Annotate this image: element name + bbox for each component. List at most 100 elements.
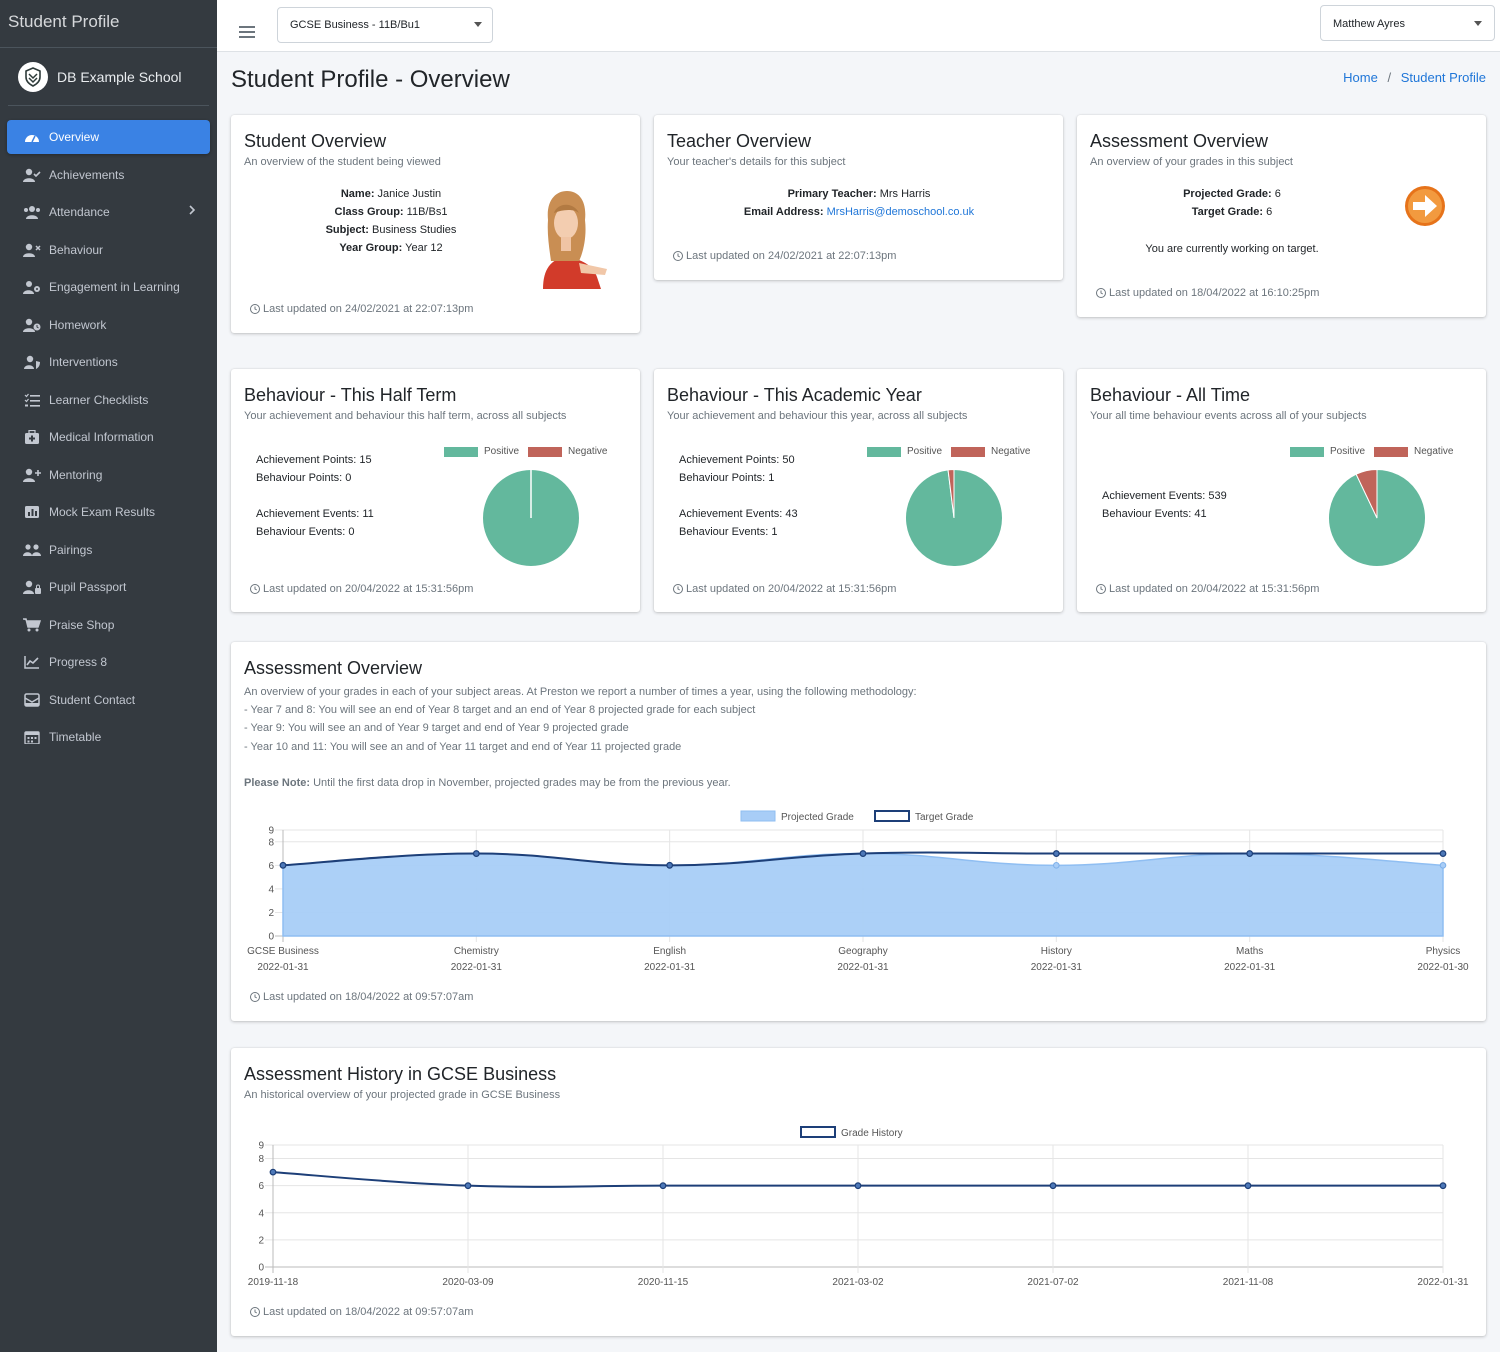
history-icon [1096, 584, 1106, 594]
y-tick-label: 0 [258, 1263, 264, 1274]
behaviour-stats: Achievement Events: 539 Behaviour Events:… [1102, 487, 1227, 523]
breadcrumb: Home / Student Profile [1343, 70, 1486, 85]
sidebar-nav: Overview Achievements Attendance Behaviour E… [0, 120, 217, 754]
mail-bulk-icon [22, 692, 42, 707]
last-updated-text: Last updated on 20/04/2022 at 15:31:56pm [263, 583, 474, 595]
last-updated-text: Last updated on 20/04/2022 at 15:31:56pm [686, 583, 897, 595]
x-tick-label: 2019-11-18 [248, 1277, 299, 1288]
history-icon [673, 251, 683, 261]
data-point [859, 850, 867, 857]
last-updated: Last updated on 18/04/2022 at 09:57:07am [249, 991, 473, 1003]
last-updated-text: Last updated on 18/04/2022 at 16:10:25pm [1109, 287, 1320, 299]
legend-swatch-negative [1374, 446, 1409, 457]
sidebar-item-achievements[interactable]: Achievements [7, 158, 210, 192]
behaviour-card: Behaviour - This Academic Year Your achi… [654, 369, 1063, 612]
legend-swatch [874, 810, 910, 822]
data-point [1049, 1182, 1057, 1190]
year-label: Year Group: [339, 242, 403, 254]
x-tick-label: 2021-07-02 [1027, 1277, 1079, 1288]
x-tick-label: 2022-01-31 [451, 962, 503, 973]
sidebar-item-behaviour[interactable]: Behaviour [7, 233, 210, 267]
card-subtitle: Your all time behaviour events across al… [1090, 410, 1367, 422]
sidebar-item-timetable[interactable]: Timetable [7, 720, 210, 754]
last-updated: Last updated on 18/04/2022 at 16:10:25pm [1095, 287, 1319, 299]
sidebar-item-label: Pupil Passport [49, 580, 127, 594]
sidebar-item-homework[interactable]: Homework [7, 308, 210, 342]
x-tick-label: 2022-01-30 [1417, 962, 1469, 973]
calendar-icon [22, 730, 42, 744]
behaviour-card: Behaviour - All Time Your all time behav… [1077, 369, 1486, 612]
sidebar-item-medical-information[interactable]: Medical Information [7, 420, 210, 454]
breadcrumb-home[interactable]: Home [1343, 70, 1378, 85]
data-point [666, 861, 674, 869]
sidebar-item-praise-shop[interactable]: Praise Shop [7, 608, 210, 642]
sidebar-item-pupil-passport[interactable]: Pupil Passport [7, 570, 210, 604]
please-note: Please Note: Until the first data drop i… [244, 774, 917, 792]
class-select[interactable]: GCSE Business - 11B/Bu1 [277, 7, 493, 43]
school-name: DB Example School [57, 68, 182, 85]
sidebar-item-engagement-in-learning[interactable]: Engagement in Learning [7, 270, 210, 304]
card-title: Assessment Overview [244, 658, 423, 678]
legend-label: Grade History [841, 1128, 903, 1139]
card-subtitle: An overview of the student being viewed [244, 156, 441, 168]
breadcrumb-current[interactable]: Student Profile [1400, 70, 1486, 85]
sidebar-item-mentoring[interactable]: Mentoring [7, 458, 210, 492]
sidebar-item-pairings[interactable]: Pairings [7, 533, 210, 567]
behaviour-stat [256, 487, 374, 505]
sidebar-item-label: Interventions [49, 355, 118, 369]
sidebar-item-label: Mock Exam Results [49, 505, 156, 519]
user-times-icon [22, 243, 42, 257]
brand-title[interactable]: Student Profile [0, 0, 217, 48]
y-tick-label: 9 [258, 1141, 264, 1152]
menu-toggle-icon[interactable] [239, 26, 255, 41]
sidebar-item-interventions[interactable]: Interventions [7, 345, 210, 379]
sidebar-item-overview[interactable]: Overview [7, 120, 210, 154]
email-label: Email Address: [743, 206, 824, 218]
x-tick-label: 2022-01-31 [1417, 1277, 1469, 1288]
student-name: Janice Justin [377, 188, 442, 200]
history-icon [250, 304, 260, 314]
data-point [279, 861, 287, 869]
methodology-line: - Year 7 and 8: You will see an end of Y… [244, 704, 756, 717]
methodology-line: - Year 10 and 11: You will see an and of… [244, 740, 682, 753]
data-point [1244, 1182, 1252, 1190]
sidebar-item-mock-exam-results[interactable]: Mock Exam Results [7, 495, 210, 529]
user-select-value: Matthew Ayres [1333, 18, 1405, 30]
sidebar-item-label: Overview [49, 130, 100, 144]
sidebar-item-label: Timetable [49, 730, 102, 744]
sidebar-item-attendance[interactable]: Attendance [7, 195, 210, 229]
legend-swatch-positive [1290, 446, 1324, 457]
card-title: Student Overview [244, 131, 387, 151]
x-tick-label: 2022-01-31 [1031, 962, 1083, 973]
last-updated: Last updated on 24/02/2021 at 22:07:13pm [672, 250, 896, 262]
chart-legend: Grade History [800, 1126, 903, 1139]
projected-grade-label: Projected Grade: [1183, 188, 1272, 200]
sidebar-item-learner-checklists[interactable]: Learner Checklists [7, 383, 210, 417]
methodology-line: An overview of your grades in each of yo… [244, 686, 917, 698]
teacher-email-link[interactable]: MrsHarris@demoschool.co.uk [826, 206, 975, 218]
pie-slice-negative [947, 468, 955, 519]
student-overview-card: Student Overview An overview of the stud… [231, 115, 640, 333]
dashboard-icon [22, 130, 42, 144]
note-label: Please Note: [244, 776, 311, 789]
legend-positive: Positive [484, 446, 520, 457]
data-point [269, 1168, 277, 1176]
x-tick-label: Chemistry [454, 946, 499, 957]
last-updated: Last updated on 20/04/2022 at 15:31:56pm [1095, 583, 1319, 595]
note-text: Until the first data drop in November, p… [313, 776, 731, 789]
user-select[interactable]: Matthew Ayres [1320, 5, 1495, 41]
school-header[interactable]: DB Example School [8, 48, 209, 106]
pie-slice-positive [905, 468, 1003, 567]
arrow-right-icon [1404, 185, 1446, 232]
sidebar-item-progress-8[interactable]: Progress 8 [7, 645, 210, 679]
page-title: Student Profile - Overview [231, 66, 510, 93]
behaviour-stat: Achievement Events: 43 [679, 508, 798, 520]
behaviour-stat: Achievement Events: 11 [256, 508, 374, 520]
class-select-value: GCSE Business - 11B/Bu1 [290, 19, 421, 31]
legend-label: Target Grade [915, 812, 974, 823]
y-tick-label: 4 [268, 884, 274, 895]
y-tick-label: 8 [258, 1154, 264, 1165]
student-year: Year 12 [405, 242, 443, 254]
sidebar-item-student-contact[interactable]: Student Contact [7, 683, 210, 717]
history-icon [250, 584, 260, 594]
